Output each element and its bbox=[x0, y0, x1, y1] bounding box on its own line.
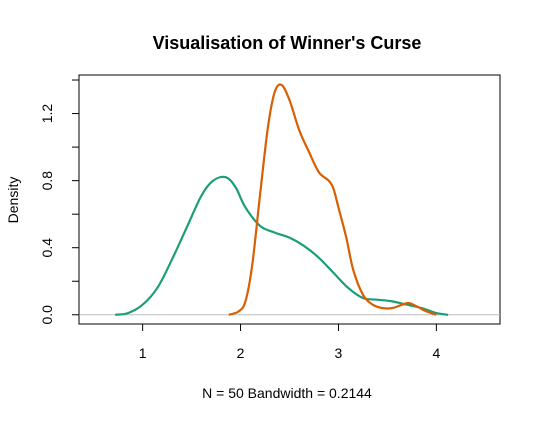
y-axis: 0.0 0.4 0.8 1.2 bbox=[39, 79, 80, 325]
x-axis-label: N = 50 Bandwidth = 0.2144 bbox=[202, 385, 372, 401]
y-axis-label: Density bbox=[5, 177, 21, 224]
series-layer bbox=[115, 83, 449, 316]
plot-frame bbox=[78, 74, 501, 325]
chart-title: Visualisation of Winner's Curse bbox=[153, 33, 422, 53]
y-tick-label: 0.4 bbox=[39, 238, 55, 258]
x-tick-label: 2 bbox=[237, 345, 245, 361]
y-tick-label: 0.0 bbox=[39, 305, 55, 325]
x-tick-label: 1 bbox=[139, 345, 147, 361]
x-axis: 1 2 3 4 bbox=[139, 323, 440, 361]
x-tick-label: 3 bbox=[335, 345, 343, 361]
density-series-line-2 bbox=[228, 83, 437, 316]
y-tick-label: 1.2 bbox=[39, 104, 55, 124]
density-series-line-1 bbox=[115, 175, 449, 316]
x-tick-label: 4 bbox=[432, 345, 440, 361]
y-tick-label: 0.8 bbox=[39, 171, 55, 191]
